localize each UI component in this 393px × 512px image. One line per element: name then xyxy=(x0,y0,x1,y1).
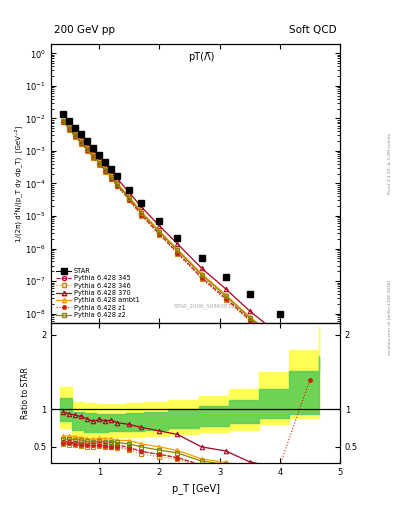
Y-axis label: Ratio to STAR: Ratio to STAR xyxy=(21,368,30,419)
Text: Rivet 3.1.10, ≥ 3.2M events: Rivet 3.1.10, ≥ 3.2M events xyxy=(388,133,392,195)
Text: mcplots.cern.ch [arXiv:1306.3436]: mcplots.cern.ch [arXiv:1306.3436] xyxy=(388,280,392,355)
Text: 200 GeV pp: 200 GeV pp xyxy=(54,25,115,35)
X-axis label: p_T [GeV]: p_T [GeV] xyxy=(171,483,220,494)
Text: pT(Λ̅): pT(Λ̅) xyxy=(188,52,215,62)
Y-axis label: 1/(2π) d²N/(p_T dy dp_T)  [GeV⁻²]: 1/(2π) d²N/(p_T dy dp_T) [GeV⁻²] xyxy=(15,125,22,242)
Text: STAR_2006_S6860818: STAR_2006_S6860818 xyxy=(173,304,235,309)
Text: Soft QCD: Soft QCD xyxy=(289,25,337,35)
Legend: STAR, Pythia 6.428 345, Pythia 6.428 346, Pythia 6.428 370, Pythia 6.428 ambt1, : STAR, Pythia 6.428 345, Pythia 6.428 346… xyxy=(54,266,141,320)
